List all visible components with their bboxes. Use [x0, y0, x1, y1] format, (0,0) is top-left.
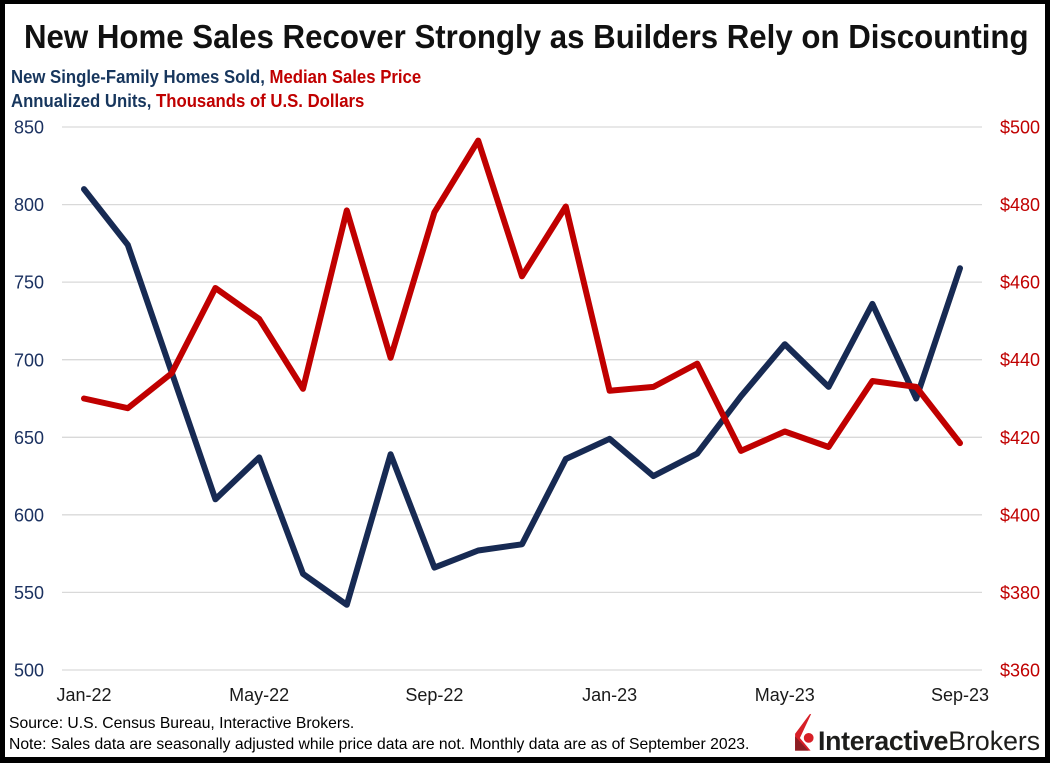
svg-text:600: 600	[14, 505, 44, 525]
svg-text:$360: $360	[1000, 661, 1040, 681]
svg-text:650: 650	[14, 428, 44, 448]
svg-text:Jan-23: Jan-23	[582, 685, 637, 705]
svg-text:$440: $440	[1000, 350, 1040, 370]
svg-text:$460: $460	[1000, 273, 1040, 293]
svg-text:750: 750	[14, 273, 44, 293]
svg-text:700: 700	[14, 350, 44, 370]
svg-text:Sep-22: Sep-22	[405, 685, 463, 705]
svg-text:Jan-22: Jan-22	[56, 685, 111, 705]
svg-text:$400: $400	[1000, 505, 1040, 525]
svg-text:May-22: May-22	[229, 685, 289, 705]
svg-text:$480: $480	[1000, 195, 1040, 215]
svg-text:800: 800	[14, 195, 44, 215]
svg-text:Sep-23: Sep-23	[931, 685, 989, 705]
svg-text:850: 850	[14, 118, 44, 138]
svg-text:550: 550	[14, 583, 44, 603]
svg-text:$380: $380	[1000, 583, 1040, 603]
svg-text:$500: $500	[1000, 118, 1040, 138]
svg-text:$420: $420	[1000, 428, 1040, 448]
svg-text:May-23: May-23	[755, 685, 815, 705]
svg-text:500: 500	[14, 661, 44, 681]
